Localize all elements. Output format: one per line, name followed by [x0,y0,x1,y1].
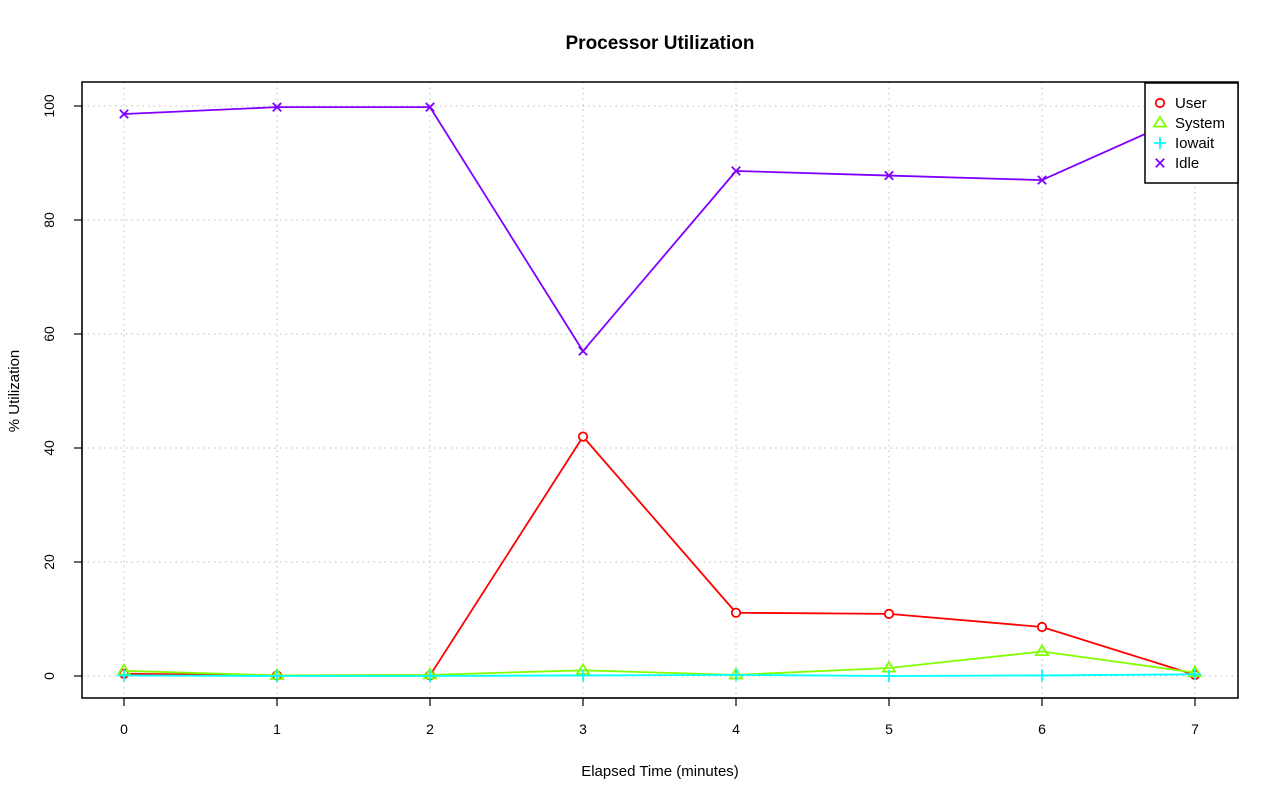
y-tick-label: 0 [41,672,57,680]
x-tick-label: 3 [579,721,587,737]
data-point-user [577,431,589,442]
y-tick-label: 40 [41,440,57,456]
legend-marker-user [1154,97,1166,109]
legend-marker-system [1152,115,1168,128]
x-tick-label: 7 [1191,721,1199,737]
x-tick-label: 4 [732,721,740,737]
data-point-idle [425,102,435,112]
y-tick-label: 60 [41,326,57,342]
data-point-iowait [424,670,436,682]
data-point-iowait [1036,669,1048,682]
data-point-iowait [118,669,130,682]
legend-label-system: System [1175,115,1225,132]
data-point-iowait [1189,668,1201,681]
series-system [116,643,1203,680]
axes: 0 1 2 3 4 5 6 7 0 20 40 60 80 100 [41,81,1239,737]
data-point-idle [578,346,588,356]
series-line-system [123,650,1196,677]
legend-marker-iowait [1154,137,1166,149]
legend-label-iowait: Iowait [1175,135,1215,152]
series-line-user [123,435,1196,677]
data-point-user [1036,621,1048,633]
x-tick-label: 5 [885,721,893,737]
plot-frame [81,81,1239,699]
data-point-iowait [577,669,589,682]
series-line-idle [123,106,1196,353]
data-point-system [1034,643,1050,656]
legend-marker-idle [1155,158,1165,168]
y-tick-label: 100 [41,94,57,118]
data-point-iowait [271,670,283,682]
x-tick-label: 0 [120,721,128,737]
series-line-iowait [123,673,1196,677]
data-point-iowait [730,668,742,681]
legend: User System Iowait Idle [1144,82,1239,184]
x-tick-label: 1 [273,721,281,737]
data-point-iowait [883,670,895,682]
data-point-idle [731,166,741,176]
legend-label-user: User [1175,95,1207,112]
data-point-user [730,607,742,618]
y-axis-label: % Utilization [6,350,23,433]
data-point-user [883,608,895,619]
data-point-idle [884,170,894,181]
x-tick-label: 6 [1038,721,1046,737]
x-tick-label: 2 [426,721,434,737]
chart-title: Processor Utilization [566,33,755,54]
y-tick-label: 20 [41,554,57,570]
data-point-idle [272,102,282,112]
legend-label-idle: Idle [1175,155,1199,172]
series-layer [116,102,1203,682]
data-point-idle [119,109,129,119]
y-tick-label: 80 [41,212,57,228]
series-idle [119,102,1200,356]
data-point-idle [1037,175,1047,185]
series-iowait [118,668,1201,682]
x-axis-label: Elapsed Time (minutes) [581,763,739,780]
series-user [118,431,1201,681]
grid [82,82,1238,698]
